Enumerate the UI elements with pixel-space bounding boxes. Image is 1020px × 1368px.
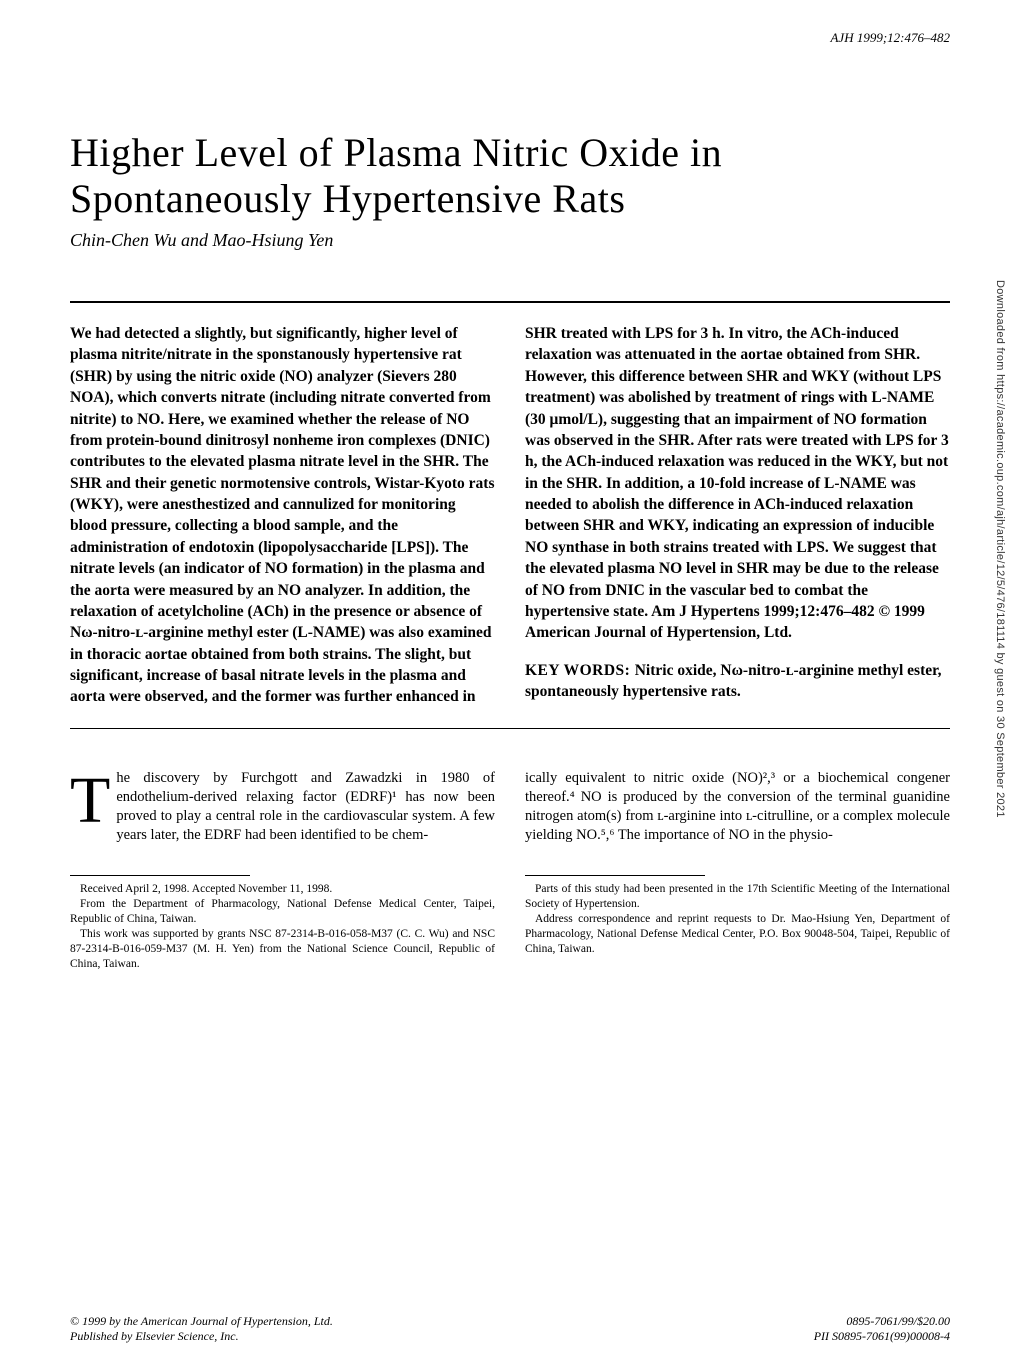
divider-bottom: [70, 728, 950, 729]
title-block: Higher Level of Plasma Nitric Oxide in S…: [70, 130, 950, 251]
abstract: We had detected a slightly, but signific…: [70, 323, 950, 708]
article-title: Higher Level of Plasma Nitric Oxide in S…: [70, 130, 950, 222]
abstract-left-text: We had detected a slightly, but signific…: [70, 325, 495, 705]
body-left-column: T he discovery by Furchgott and Zawadzki…: [70, 769, 495, 846]
footnotes-right: Parts of this study had been presented i…: [525, 875, 950, 972]
footnote-right-2: Address correspondence and reprint reque…: [525, 912, 950, 957]
footer-left-line1: © 1999 by the American Journal of Hypert…: [70, 1314, 333, 1328]
abstract-left-column: We had detected a slightly, but signific…: [70, 323, 495, 708]
body-right-column: ically equivalent to nitric oxide (NO)²,…: [525, 769, 950, 846]
footnotes-left: Received April 2, 1998. Accepted Novembe…: [70, 875, 495, 972]
page-footer: © 1999 by the American Journal of Hypert…: [70, 1314, 950, 1344]
title-line-1: Higher Level of Plasma Nitric Oxide in: [70, 130, 722, 175]
title-line-2: Spontaneously Hypertensive Rats: [70, 176, 625, 221]
running-header: AJH 1999;12:476–482: [830, 30, 950, 46]
footer-right-line1: 0895-7061/99/$20.00: [846, 1314, 950, 1328]
divider-top: [70, 301, 950, 303]
download-sidebar: Downloaded from https://academic.oup.com…: [994, 280, 1006, 818]
body-text: T he discovery by Furchgott and Zawadzki…: [70, 769, 950, 846]
body-right-text: ically equivalent to nitric oxide (NO)²,…: [525, 770, 950, 843]
footnote-right-1: Parts of this study had been presented i…: [525, 882, 950, 912]
footnote-rule-right: [525, 875, 705, 876]
footnote-rule-left: [70, 875, 250, 876]
footer-right: 0895-7061/99/$20.00 PII S0895-7061(99)00…: [814, 1314, 950, 1344]
keywords: KEY WORDS: Nitric oxide, Nω-nitro-ʟ-argi…: [525, 660, 950, 703]
abstract-right-text: SHR treated with LPS for 3 h. In vitro, …: [525, 323, 950, 644]
authors: Chin-Chen Wu and Mao-Hsiung Yen: [70, 230, 950, 251]
footer-left-line2: Published by Elsevier Science, Inc.: [70, 1329, 239, 1343]
footer-left: © 1999 by the American Journal of Hypert…: [70, 1314, 333, 1344]
abstract-right-column: SHR treated with LPS for 3 h. In vitro, …: [525, 323, 950, 708]
footer-right-line2: PII S0895-7061(99)00008-4: [814, 1329, 950, 1343]
footnote-left-1: Received April 2, 1998. Accepted Novembe…: [70, 882, 495, 897]
dropcap: T: [70, 769, 116, 829]
footnotes-block: Received April 2, 1998. Accepted Novembe…: [70, 875, 950, 972]
body-left-text: he discovery by Furchgott and Zawadzki i…: [116, 770, 495, 843]
footnote-left-2: From the Department of Pharmacology, Nat…: [70, 897, 495, 927]
keywords-label: KEY WORDS:: [525, 662, 635, 679]
footnote-left-3: This work was supported by grants NSC 87…: [70, 927, 495, 972]
